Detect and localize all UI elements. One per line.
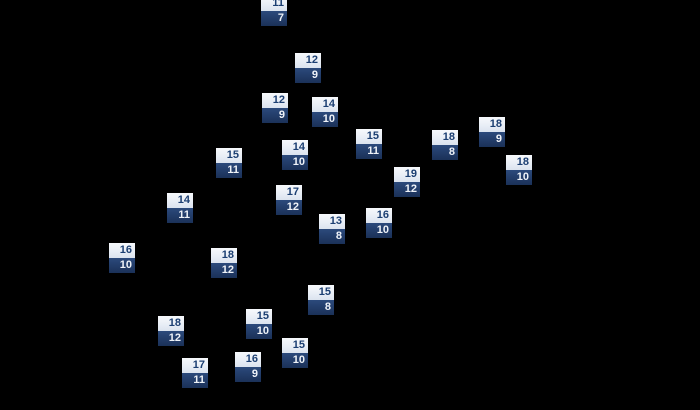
marker-top-value: 14	[167, 193, 193, 208]
map-value-marker[interactable]: 18 12	[211, 248, 237, 278]
map-value-marker[interactable]: 15 10	[246, 309, 272, 339]
marker-top-value: 15	[246, 309, 272, 324]
marker-top-value: 12	[295, 53, 321, 68]
marker-bottom-value: 10	[109, 258, 135, 273]
marker-top-value: 16	[109, 243, 135, 258]
map-value-marker[interactable]: 11 7	[261, 0, 287, 26]
map-value-marker[interactable]: 18 10	[506, 155, 532, 185]
map-value-marker[interactable]: 14 10	[282, 140, 308, 170]
map-value-marker[interactable]: 15 11	[216, 148, 242, 178]
map-value-marker[interactable]: 15 8	[308, 285, 334, 315]
marker-top-value: 18	[211, 248, 237, 263]
map-value-marker[interactable]: 15 10	[282, 338, 308, 368]
map-value-marker[interactable]: 18 8	[432, 130, 458, 160]
marker-top-value: 15	[356, 129, 382, 144]
marker-bottom-value: 11	[216, 163, 242, 178]
marker-bottom-value: 11	[356, 144, 382, 159]
marker-bottom-value: 12	[211, 263, 237, 278]
marker-bottom-value: 10	[246, 324, 272, 339]
marker-top-value: 18	[432, 130, 458, 145]
marker-bottom-value: 9	[262, 108, 288, 123]
marker-bottom-value: 9	[295, 68, 321, 83]
marker-bottom-value: 10	[282, 155, 308, 170]
marker-bottom-value: 10	[506, 170, 532, 185]
marker-bottom-value: 12	[394, 182, 420, 197]
marker-bottom-value: 12	[276, 200, 302, 215]
map-value-marker[interactable]: 14 10	[312, 97, 338, 127]
map-value-marker[interactable]: 14 11	[167, 193, 193, 223]
marker-top-value: 15	[282, 338, 308, 353]
marker-bottom-value: 9	[479, 132, 505, 147]
marker-bottom-value: 12	[158, 331, 184, 346]
marker-bottom-value: 11	[167, 208, 193, 223]
marker-bottom-value: 10	[282, 353, 308, 368]
marker-top-value: 17	[276, 185, 302, 200]
marker-top-value: 18	[158, 316, 184, 331]
marker-bottom-value: 9	[235, 367, 261, 382]
marker-top-value: 14	[312, 97, 338, 112]
map-value-marker[interactable]: 17 11	[182, 358, 208, 388]
map-value-marker[interactable]: 18 12	[158, 316, 184, 346]
map-value-marker[interactable]: 15 11	[356, 129, 382, 159]
map-value-marker[interactable]: 16 10	[109, 243, 135, 273]
map-value-marker[interactable]: 18 9	[479, 117, 505, 147]
marker-top-value: 12	[262, 93, 288, 108]
marker-bottom-value: 11	[182, 373, 208, 388]
marker-bottom-value: 8	[432, 145, 458, 160]
marker-top-value: 15	[308, 285, 334, 300]
marker-top-value: 16	[366, 208, 392, 223]
map-value-marker[interactable]: 19 12	[394, 167, 420, 197]
marker-bottom-value: 8	[308, 300, 334, 315]
marker-top-value: 13	[319, 214, 345, 229]
marker-bottom-value: 7	[261, 11, 287, 26]
marker-bottom-value: 8	[319, 229, 345, 244]
marker-top-value: 18	[479, 117, 505, 132]
marker-bottom-value: 10	[312, 112, 338, 127]
marker-top-value: 17	[182, 358, 208, 373]
marker-top-value: 14	[282, 140, 308, 155]
map-value-marker[interactable]: 12 9	[295, 53, 321, 83]
marker-top-value: 16	[235, 352, 261, 367]
map-value-marker[interactable]: 17 12	[276, 185, 302, 215]
marker-top-value: 18	[506, 155, 532, 170]
map-value-marker[interactable]: 13 8	[319, 214, 345, 244]
map-value-marker[interactable]: 16 10	[366, 208, 392, 238]
marker-top-value: 11	[261, 0, 287, 11]
marker-bottom-value: 10	[366, 223, 392, 238]
map-value-marker[interactable]: 16 9	[235, 352, 261, 382]
marker-top-value: 15	[216, 148, 242, 163]
marker-top-value: 19	[394, 167, 420, 182]
map-value-marker[interactable]: 12 9	[262, 93, 288, 123]
